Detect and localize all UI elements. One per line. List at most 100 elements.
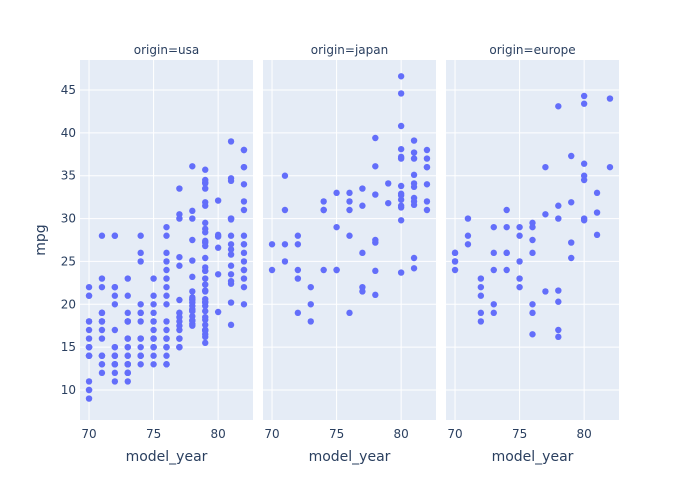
data-point (150, 275, 157, 282)
data-point (580, 92, 588, 100)
data-point (163, 335, 170, 342)
data-point (98, 232, 106, 239)
x-tick-label: 70 (264, 427, 279, 441)
data-point (111, 292, 119, 299)
data-point (202, 264, 209, 271)
data-point (580, 217, 588, 224)
data-point (163, 275, 170, 282)
data-point (150, 326, 157, 334)
data-point (372, 134, 379, 142)
data-point (163, 258, 170, 265)
data-point (227, 299, 235, 306)
x-axis-title: model_year (126, 449, 208, 465)
data-point (163, 343, 170, 351)
data-point (176, 262, 183, 269)
y-tick-label: 25 (61, 254, 76, 268)
data-point (150, 343, 157, 351)
data-point (124, 343, 131, 351)
data-point (490, 249, 497, 257)
data-point (85, 352, 93, 359)
x-tick-label: 80 (577, 427, 592, 441)
data-point (227, 251, 235, 258)
data-point (189, 288, 196, 295)
data-point (137, 301, 144, 308)
data-point (593, 231, 601, 239)
data-point (397, 122, 405, 130)
data-point (307, 318, 314, 325)
data-point (529, 219, 536, 227)
data-point (410, 149, 418, 156)
data-point (111, 283, 119, 291)
data-point (281, 206, 289, 214)
data-point (202, 242, 209, 250)
data-point (124, 378, 131, 385)
data-point (606, 95, 614, 102)
x-tick-label: 75 (512, 427, 527, 441)
data-point (124, 318, 131, 325)
data-point (240, 206, 248, 214)
data-point (176, 253, 183, 261)
data-point (227, 262, 235, 269)
data-point (85, 335, 93, 342)
data-point (176, 185, 183, 192)
data-point (294, 275, 302, 282)
data-point (240, 181, 248, 188)
data-point (189, 294, 196, 301)
y-tick-label: 45 (61, 83, 76, 97)
data-point (423, 163, 431, 171)
data-point (202, 327, 209, 335)
data-point (451, 258, 459, 265)
data-point (464, 241, 472, 248)
data-point (359, 249, 366, 257)
data-point (163, 318, 170, 325)
data-point (124, 309, 131, 317)
data-point (320, 266, 327, 274)
y-tick-label: 10 (61, 383, 76, 397)
data-point (372, 291, 379, 299)
data-point (490, 266, 497, 274)
data-point (555, 215, 562, 222)
data-point (593, 189, 601, 197)
facet-title: origin=usa (134, 43, 199, 57)
data-point (516, 283, 523, 291)
data-point (397, 217, 405, 224)
data-point (568, 199, 575, 206)
y-tick-label: 40 (61, 126, 76, 140)
data-point (214, 244, 222, 251)
data-point (176, 215, 183, 222)
x-tick-label: 80 (211, 427, 226, 441)
data-point (111, 369, 119, 377)
data-point (333, 189, 340, 197)
data-point (372, 191, 379, 198)
data-point (529, 301, 536, 308)
data-point (85, 386, 93, 394)
data-point (240, 198, 248, 205)
data-point (410, 155, 418, 162)
data-point (189, 207, 196, 215)
x-tick-label: 70 (81, 427, 96, 441)
data-point (423, 206, 431, 214)
data-point (189, 257, 196, 264)
data-point (529, 331, 536, 338)
data-point (359, 283, 366, 291)
data-point (397, 192, 405, 199)
data-point (98, 361, 106, 368)
data-point (346, 206, 353, 214)
data-point (124, 369, 131, 377)
data-point (202, 219, 209, 227)
data-point (189, 163, 196, 170)
data-point (490, 301, 497, 308)
data-point (529, 249, 536, 257)
data-point (163, 352, 170, 359)
data-point (477, 318, 485, 325)
data-point (202, 166, 209, 173)
data-point (555, 333, 562, 341)
data-point (268, 266, 276, 274)
data-point (503, 249, 510, 257)
data-point (397, 202, 405, 209)
data-point (516, 275, 523, 282)
plot-area (80, 60, 253, 420)
data-point (397, 269, 405, 276)
data-point (477, 309, 485, 317)
data-point (98, 326, 106, 334)
